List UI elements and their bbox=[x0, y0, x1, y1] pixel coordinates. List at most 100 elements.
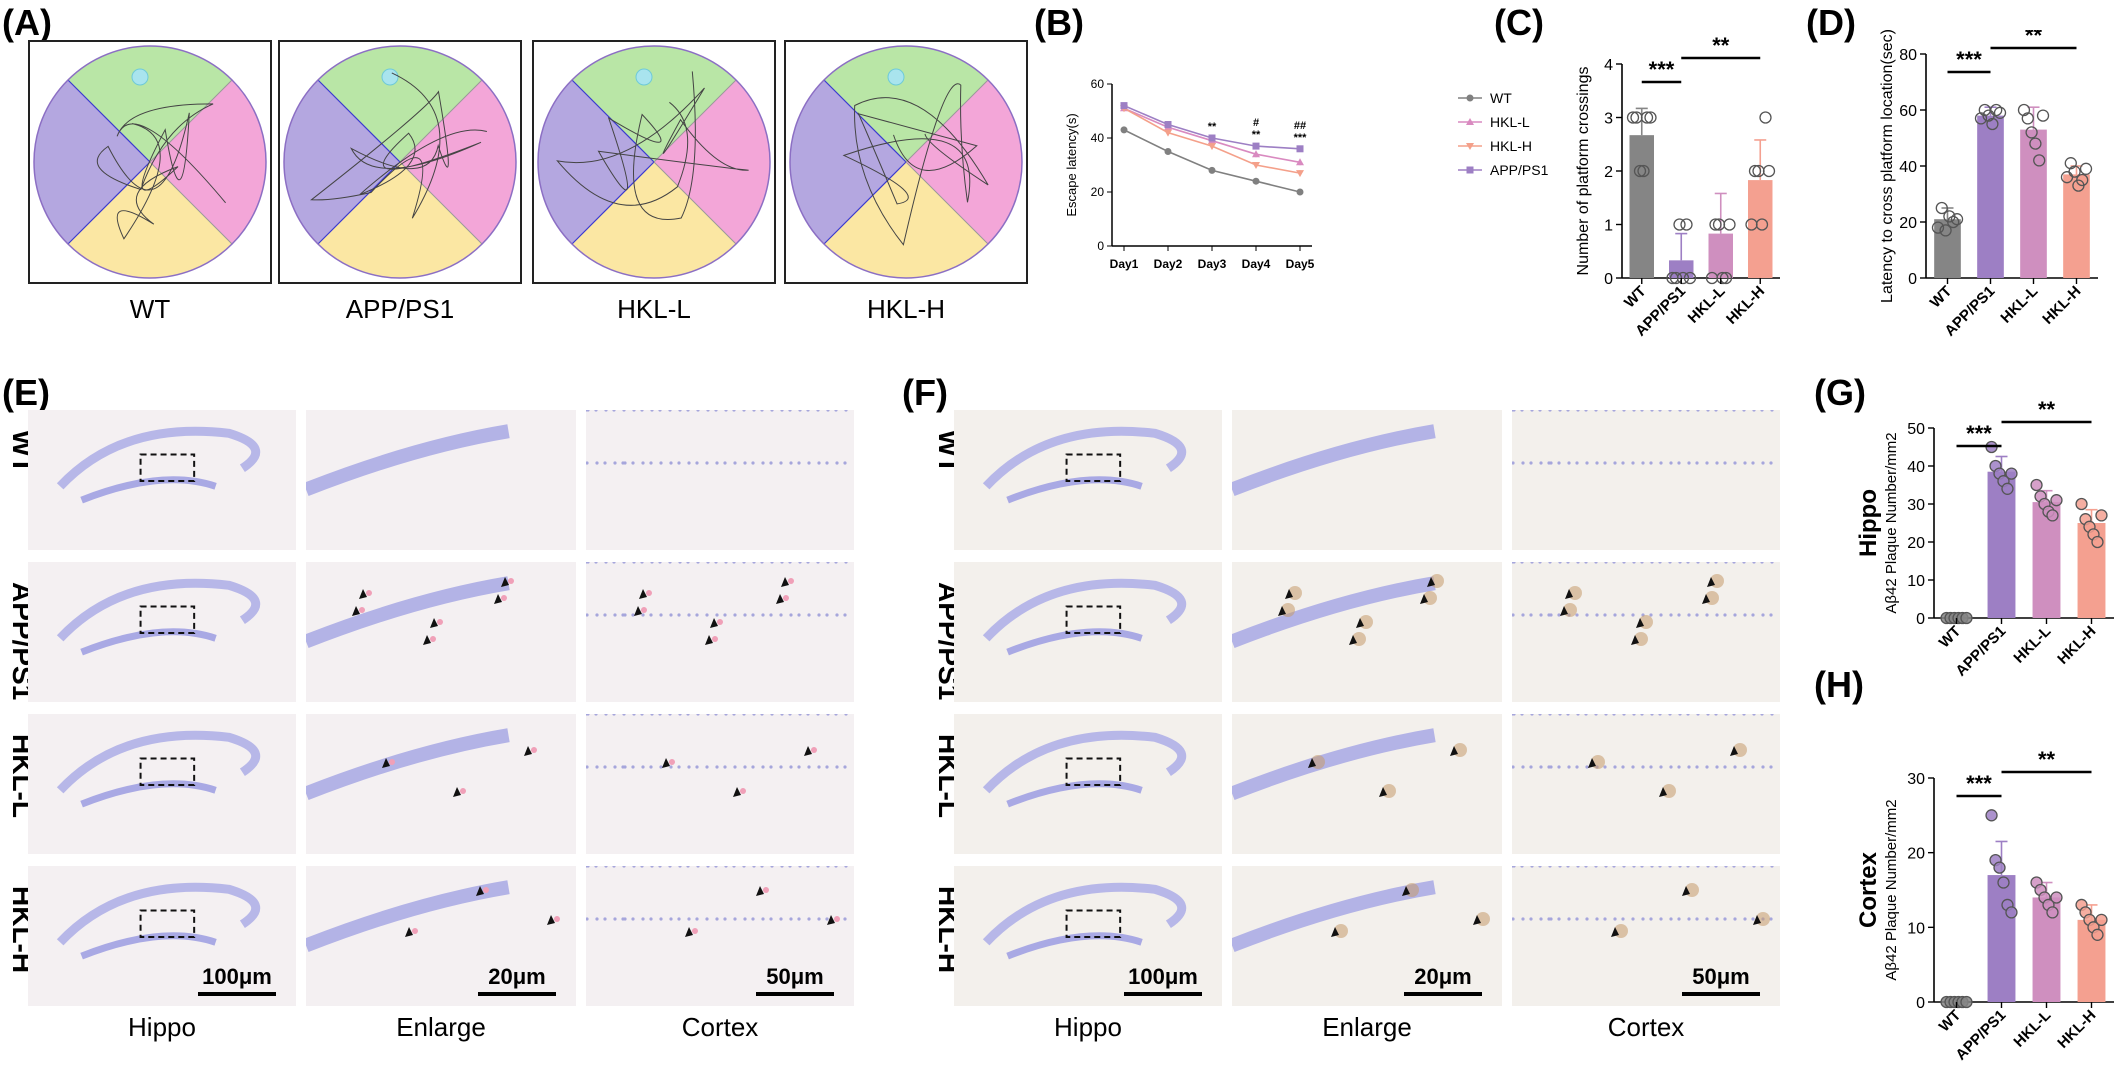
nucleus bbox=[1595, 461, 1599, 465]
nucleus bbox=[1567, 461, 1571, 465]
maze-hkl-l bbox=[532, 40, 776, 284]
nucleus bbox=[817, 765, 821, 769]
nucleus bbox=[807, 765, 811, 769]
nucleus bbox=[1594, 866, 1598, 868]
nucleus bbox=[1520, 866, 1524, 868]
arrowhead-icon bbox=[1379, 787, 1387, 797]
maze-wt bbox=[28, 40, 272, 284]
nucleus bbox=[825, 461, 829, 465]
panel-f-scalebar-cortex: 50μm bbox=[1682, 964, 1760, 996]
x-tick-label: HKL-H bbox=[2039, 283, 2084, 328]
scalebar-line bbox=[756, 992, 834, 996]
scalebar-line bbox=[478, 992, 556, 996]
panel-f-micrograph-hkl-l-enlarge bbox=[1232, 714, 1502, 854]
nucleus bbox=[1584, 410, 1588, 412]
nucleus bbox=[1631, 917, 1635, 921]
nucleus bbox=[1705, 461, 1709, 465]
dentate-gyrus bbox=[80, 476, 217, 504]
panel-letter-b: (B) bbox=[1034, 2, 1084, 43]
x-tick-label: Day5 bbox=[1286, 257, 1315, 271]
legend-item-hkl-h: HKL-H bbox=[1458, 138, 1532, 154]
quadrant-divider bbox=[67, 161, 151, 245]
panel-f-micrograph-wt-cortex bbox=[1512, 410, 1780, 550]
nucleus bbox=[732, 410, 736, 412]
nucleus bbox=[1604, 562, 1608, 564]
nucleus bbox=[733, 461, 737, 465]
data-point bbox=[1673, 218, 1686, 231]
nucleus bbox=[1770, 866, 1774, 868]
significance-label: *** bbox=[1966, 421, 1992, 446]
nucleus bbox=[677, 613, 681, 617]
y-tick-label: 80 bbox=[1899, 47, 1917, 64]
nucleus bbox=[1603, 613, 1607, 617]
nucleus bbox=[1613, 765, 1617, 769]
nucleus bbox=[1649, 765, 1653, 769]
nucleus bbox=[1669, 765, 1673, 769]
panel-f-micrograph-hkl-l-cortex bbox=[1512, 714, 1780, 854]
nucleus bbox=[686, 410, 690, 412]
nucleus bbox=[789, 765, 793, 769]
nucleus bbox=[834, 714, 838, 716]
nucleus bbox=[650, 410, 654, 412]
cell-layer bbox=[1232, 880, 1436, 953]
significance-mark: ** bbox=[1208, 121, 1217, 133]
nucleus bbox=[826, 866, 830, 868]
nucleus bbox=[780, 866, 784, 868]
x-tick-label: HKL-H bbox=[1723, 283, 1768, 328]
nucleus bbox=[817, 461, 821, 465]
data-point bbox=[1993, 861, 2006, 874]
micrograph-svg bbox=[586, 714, 848, 797]
nucleus bbox=[649, 917, 653, 921]
nucleus bbox=[687, 917, 691, 921]
nucleus bbox=[1714, 410, 1718, 412]
data-point bbox=[2029, 137, 2042, 150]
nucleus bbox=[1520, 410, 1524, 412]
nucleus bbox=[640, 714, 644, 716]
bar-group-wt: WT bbox=[1927, 201, 1964, 311]
quadrant-divider bbox=[317, 161, 401, 245]
nucleus bbox=[640, 562, 644, 564]
quadrant-yellow bbox=[67, 162, 233, 278]
nucleus bbox=[650, 866, 654, 868]
quadrant-pink bbox=[400, 79, 516, 245]
arrowhead-icon bbox=[662, 758, 670, 768]
bar bbox=[2032, 502, 2061, 618]
nucleus bbox=[1576, 410, 1580, 412]
nucleus bbox=[769, 765, 773, 769]
nucleus bbox=[696, 562, 700, 564]
nucleus bbox=[743, 917, 747, 921]
nucleus bbox=[1715, 917, 1719, 921]
nucleus bbox=[1769, 461, 1773, 465]
nucleus bbox=[761, 917, 765, 921]
significance-label: *** bbox=[1956, 47, 1982, 72]
nucleus bbox=[816, 410, 820, 412]
nucleus bbox=[816, 562, 820, 564]
nucleus bbox=[724, 410, 728, 412]
significance-label: ** bbox=[2038, 400, 2056, 422]
nucleus bbox=[1742, 562, 1746, 564]
bar-group-hkl-l: HKL-L bbox=[2010, 478, 2063, 667]
nucleus bbox=[1724, 562, 1728, 564]
nucleus bbox=[1557, 917, 1561, 921]
nucleus bbox=[844, 866, 848, 868]
nucleus bbox=[1585, 765, 1589, 769]
panel-f-micrograph-app-ps1-enlarge bbox=[1232, 562, 1502, 702]
nucleus bbox=[752, 866, 756, 868]
quadrant-divider bbox=[399, 79, 483, 163]
nucleus bbox=[603, 765, 607, 769]
quadrant-pink bbox=[654, 79, 770, 245]
y-tick-label: 0 bbox=[1916, 611, 1925, 628]
nucleus bbox=[816, 714, 820, 716]
significance-mark: *** bbox=[1294, 132, 1308, 144]
nucleus bbox=[586, 410, 590, 412]
hippocampus-layer bbox=[56, 578, 261, 642]
quadrant-divider bbox=[653, 161, 737, 245]
nucleus bbox=[1686, 410, 1690, 412]
significance-label: ** bbox=[1712, 33, 1730, 58]
nucleus bbox=[742, 410, 746, 412]
data-point bbox=[2033, 154, 2046, 167]
nucleus bbox=[1724, 714, 1728, 716]
nucleus bbox=[1632, 562, 1636, 564]
y-tick-label: 10 bbox=[1907, 573, 1925, 590]
